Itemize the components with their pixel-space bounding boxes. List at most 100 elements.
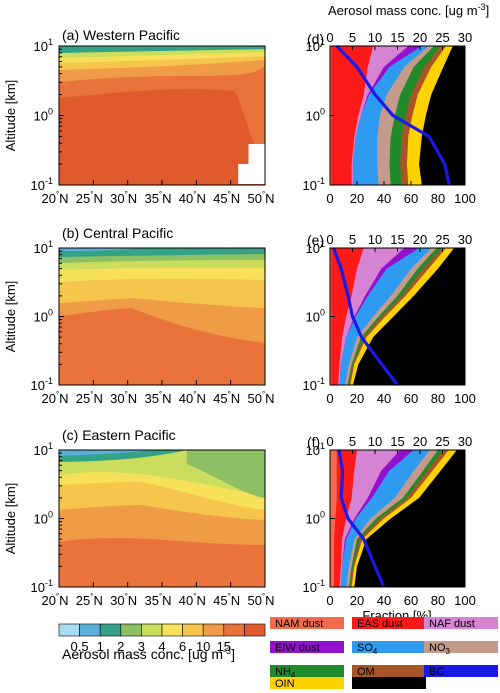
colorbar-label-end: ] [231,646,235,662]
colorbar-cell [79,623,101,637]
panel-f-label: (f) [307,434,320,450]
y-tick-exp: 0 [320,107,325,117]
x-tick-value: 45 [213,191,227,206]
top-tick-label: 10 [368,434,382,449]
top-tick-label: 0 [326,30,333,45]
legend-label-text: SO [357,642,373,654]
colorbar-cell [141,623,163,637]
contour-band-0-5 [59,248,142,251]
colorbar-cell [244,623,266,637]
contour-band-1 [59,248,265,257]
y-tick-label: 101 [306,37,325,54]
panel-c-contour-field [59,450,265,587]
x-tick-unit: N [265,593,274,608]
y-tick-label: 101 [34,37,53,54]
legend-label: SO4 [357,642,378,656]
legend-label-text: NAM dust [275,618,323,630]
top-tick-label: 25 [435,232,449,247]
mass-conc-line [332,247,399,386]
panel-d-stack [330,44,465,186]
x-tick-label: 25°N [76,592,103,608]
panel-b-contour-field [59,248,265,385]
x-tick-unit: N [231,191,240,206]
y-tick-base: 10 [34,443,48,458]
x-tick-label: 30°N [110,592,137,608]
panel-e-label: (e) [307,232,324,248]
x-tick-unit: N [162,391,171,406]
y-tick-label: 101 [306,239,325,256]
colorbar-cell [58,623,80,637]
x-tick-unit: N [93,191,102,206]
x-tick-value: 30 [110,191,124,206]
x-tick-unit: N [93,391,102,406]
legend-swatch [352,665,426,677]
legend-label: NH4 [275,666,296,680]
y-tick-label: 10-1 [31,376,53,393]
top-tick-label: 5 [349,232,356,247]
x-tick-unit: N [196,391,205,406]
mass-conc-line [337,449,386,588]
colorbar-tick-label: 4 [158,639,165,654]
top-tick-label: 20 [413,232,427,247]
y-tick-exp: 1 [320,37,325,47]
colorbar-label-text: Aerosol mass conc. [ug m [62,646,223,662]
x-tick-degree: ° [125,190,128,199]
x-tick-degree: ° [228,390,231,399]
legend-label: OM [357,666,375,678]
x-tick-label: 40°N [179,390,206,406]
y-tick-base: 10 [303,580,317,595]
x-tick-unit: N [93,593,102,608]
x-tick-unit: N [128,391,137,406]
top-axis-title: Aerosol mass conc. [ug m-3] [328,2,489,18]
y-tick-exp: -1 [45,376,53,386]
bottom-tick-label: 60 [404,191,418,206]
bottom-tick-label: 60 [404,593,418,608]
colorbar-cell [161,623,183,637]
y-tick-label: 100 [306,308,325,325]
x-tick-label: 25°N [76,390,103,406]
bottom-tick-label: 0 [326,391,333,406]
x-tick-value: 25 [76,191,90,206]
x-tick-value: 45 [213,593,227,608]
y-tick-base: 10 [303,378,317,393]
x-tick-label: 40°N [179,592,206,608]
x-tick-unit: N [196,191,205,206]
colorbar-cell [120,623,142,637]
x-tick-label: 40°N [179,190,206,206]
top-tick-label: 15 [390,30,404,45]
top-tick-label: 30 [458,30,472,45]
colorbar-cell [223,623,245,637]
x-tick-label: 30°N [110,390,137,406]
y-tick-label: 100 [306,107,325,124]
legend-label: OIN [275,678,295,690]
x-tick-value: 30 [110,391,124,406]
y-tick-exp: -1 [317,578,325,588]
legend-swatch [270,641,344,653]
legend-label-sub: 4 [291,671,296,680]
x-tick-value: 45 [213,391,227,406]
y-tick-base: 10 [31,580,45,595]
x-tick-degree: ° [90,592,93,601]
x-tick-label: 35°N [144,390,171,406]
x-tick-value: 35 [144,191,158,206]
x-tick-value: 30 [110,593,124,608]
colorbar-label-exp: -3 [223,646,231,656]
legend-label-text: Sea salt [357,678,397,690]
x-tick-degree: ° [193,592,196,601]
top-tick-label: 10 [368,30,382,45]
legend-label: BC [429,666,444,678]
bottom-tick-label: 100 [454,593,476,608]
y-tick-label: 100 [306,510,325,527]
legend-label: Sea salt [357,678,397,690]
y-tick-label: 10-1 [303,376,325,393]
top-tick-label: 30 [458,434,472,449]
legend-label-text: NAF dust [429,618,475,630]
bottom-tick-label: 100 [454,191,476,206]
x-tick-unit: N [231,593,240,608]
top-tick-label: 20 [413,30,427,45]
